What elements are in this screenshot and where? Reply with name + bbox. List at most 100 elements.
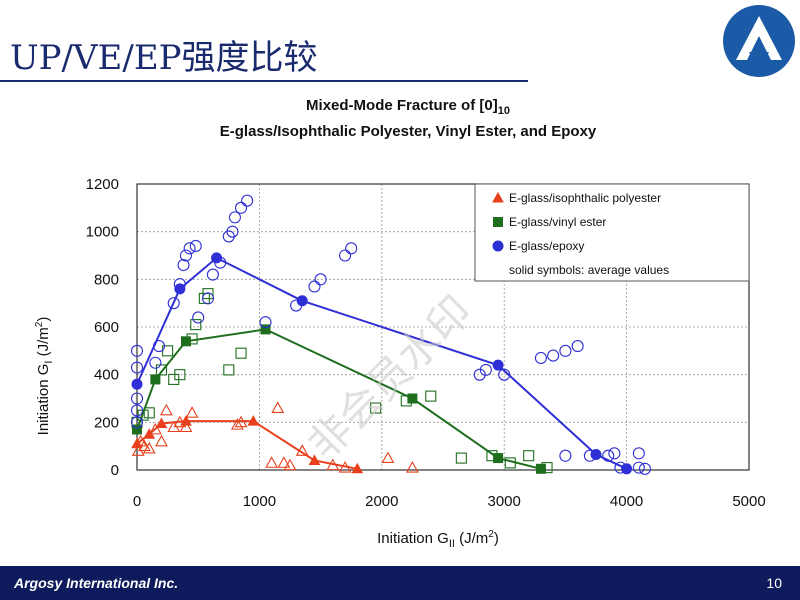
x-tick-label: 4000: [610, 493, 643, 510]
y-tick-label: 600: [94, 319, 119, 336]
x-axis-label: Initiation GII (J/m2): [377, 529, 499, 550]
data-point: [473, 368, 486, 381]
average-point: [247, 415, 260, 426]
data-point: [192, 311, 205, 324]
data-point: [149, 356, 162, 369]
legend-box: [474, 183, 750, 282]
average-point: [143, 428, 156, 439]
data-point: [148, 422, 162, 435]
average-point: [308, 454, 321, 465]
legend-marker: [493, 217, 503, 227]
data-point: [547, 349, 560, 362]
data-point: [632, 461, 645, 474]
data-point: [277, 456, 291, 468]
data-point: [190, 319, 202, 331]
data-point: [523, 450, 535, 462]
data-point: [201, 292, 215, 305]
data-point: [230, 418, 244, 430]
average-point: [260, 324, 271, 335]
average-point: [131, 378, 143, 390]
x-tick-label: 2000: [365, 493, 398, 510]
data-point: [142, 441, 156, 454]
data-point: [339, 249, 352, 262]
page-number: 10: [766, 575, 782, 591]
data-point: [608, 447, 621, 460]
average-point: [296, 295, 308, 307]
y-tick-label: 1200: [86, 176, 119, 193]
chart-legend: E-glass/isophthalic polyester E-glass/vin…: [474, 183, 750, 282]
average-point: [351, 462, 364, 474]
data-point: [130, 404, 144, 417]
plot-frame: [136, 183, 750, 471]
data-point: [189, 239, 202, 253]
watermark: 非会员水印: [298, 286, 481, 469]
data-point: [137, 439, 151, 452]
data-point: [159, 403, 173, 416]
data-point: [308, 280, 321, 293]
x-tick-label: 0: [133, 493, 141, 510]
chart-ticks: 0 1000 2000 3000 4000 5000 0 200 400 600 800 1000 12…: [86, 176, 766, 510]
data-point: [638, 462, 652, 475]
y-tick-label: 200: [94, 414, 119, 431]
average-point: [180, 415, 192, 426]
data-point: [271, 401, 285, 413]
chart-series: [130, 194, 652, 475]
average-point: [211, 252, 223, 264]
average-point: [131, 437, 143, 449]
data-point: [345, 242, 358, 255]
company-logo-icon: [723, 5, 795, 77]
data-point: [130, 361, 144, 374]
average-point: [590, 449, 602, 461]
data-point: [405, 460, 419, 473]
average-point: [535, 463, 546, 474]
legend-entry: E-glass/epoxy: [509, 239, 584, 253]
footer-company-name: Argosy International Inc.: [14, 575, 179, 591]
average-point: [407, 393, 418, 404]
data-point: [259, 316, 272, 329]
data-point: [177, 258, 190, 272]
data-point: [179, 249, 193, 262]
data-point: [130, 416, 144, 429]
data-point: [130, 344, 144, 357]
data-point: [314, 273, 327, 286]
data-point: [167, 297, 180, 310]
legend-note: solid symbols: average values: [509, 263, 669, 277]
data-point: [632, 447, 645, 460]
series-1: [131, 288, 553, 474]
data-point: [534, 351, 547, 365]
data-point: [283, 458, 297, 471]
average-point: [174, 283, 186, 295]
average-point: [493, 453, 504, 464]
data-point: [425, 390, 437, 402]
y-tick-label: 800: [94, 271, 119, 288]
series-0: [131, 401, 419, 474]
data-point: [226, 225, 239, 238]
x-tick-label: 3000: [488, 493, 521, 510]
average-point: [155, 417, 168, 429]
data-point: [559, 449, 572, 462]
data-point: [130, 392, 144, 405]
average-point: [132, 424, 142, 435]
data-point: [370, 402, 382, 414]
data-point: [202, 288, 214, 300]
x-tick-label: 5000: [732, 493, 765, 510]
legend-entry: E-glass/isophthalic polyester: [509, 191, 661, 205]
data-point: [234, 201, 248, 214]
series-2: [130, 194, 652, 475]
data-point: [241, 194, 254, 207]
average-point: [150, 374, 161, 385]
y-tick-label: 1000: [86, 224, 119, 241]
data-point: [479, 363, 492, 376]
legend-marker: [492, 191, 504, 203]
title-divider: [0, 80, 528, 82]
data-point: [559, 344, 572, 357]
average-point: [180, 336, 191, 347]
data-point: [235, 347, 247, 359]
average-point: [492, 359, 504, 371]
data-point: [179, 420, 193, 433]
y-axis-label: Initiation GI (J/m2): [34, 317, 55, 436]
data-point: [174, 369, 186, 381]
data-point: [571, 340, 584, 353]
legend-entry: E-glass/vinyl ester: [509, 215, 606, 229]
data-point: [206, 268, 219, 281]
